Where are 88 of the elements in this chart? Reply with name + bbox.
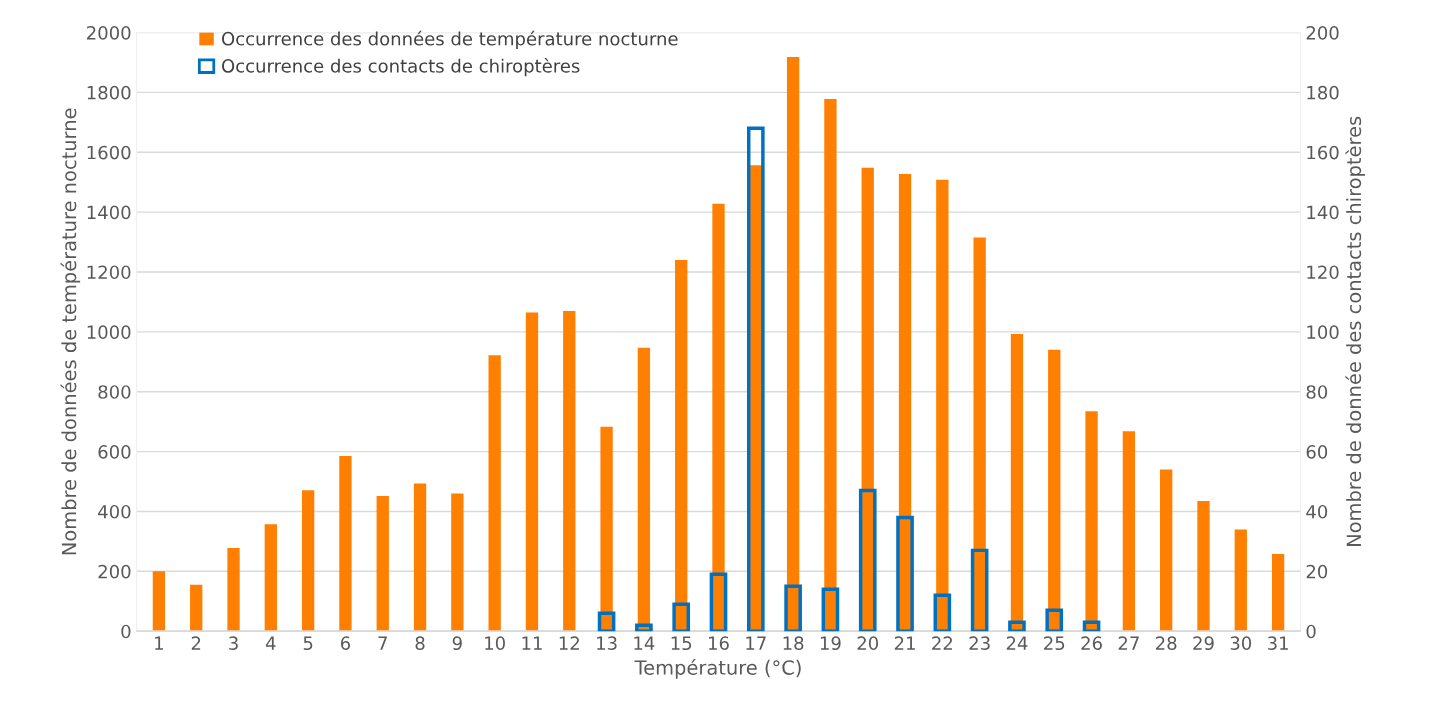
bar bbox=[413, 483, 427, 632]
bar bbox=[525, 312, 539, 632]
x-tick-label: 4 bbox=[265, 636, 276, 650]
y2-tick-label: 100 bbox=[1307, 325, 1339, 339]
x-tick-label: 20 bbox=[857, 636, 879, 651]
y2-tick-label: 200 bbox=[1306, 25, 1339, 40]
y-tick-label: 1200 bbox=[87, 265, 131, 280]
bar bbox=[1160, 469, 1173, 632]
x-tick-label: 2 bbox=[191, 636, 201, 650]
y2-tick-label: 0 bbox=[1306, 624, 1316, 639]
bar bbox=[227, 547, 240, 632]
y-tick-label: 0 bbox=[121, 624, 131, 639]
x-tick-label: 15 bbox=[671, 636, 692, 651]
bar bbox=[1122, 431, 1136, 632]
bar bbox=[973, 237, 986, 632]
bar bbox=[1197, 500, 1210, 632]
x-tick-label: 14 bbox=[634, 636, 655, 650]
y2-tick-label: 80 bbox=[1306, 385, 1328, 399]
y2-axis-title: Nombre de donnée des contacts chiroptères bbox=[1345, 116, 1365, 546]
bar bbox=[861, 167, 874, 632]
x-tick-label: 13 bbox=[597, 636, 617, 651]
bar bbox=[712, 203, 725, 632]
x-tick-label: 5 bbox=[303, 636, 313, 651]
y-tick-label: 1800 bbox=[87, 85, 131, 100]
y-axis-title: Nombre de données de température nocturne bbox=[60, 108, 81, 555]
x-tick-label: 16 bbox=[709, 636, 729, 651]
bar bbox=[264, 524, 277, 632]
y-tick-label: 800 bbox=[98, 385, 131, 399]
x-tick-label: 30 bbox=[1230, 636, 1252, 651]
x-tick-label: 21 bbox=[894, 636, 915, 650]
y-tick-label: 600 bbox=[98, 445, 131, 459]
bar bbox=[898, 174, 912, 632]
x-tick-label: 10 bbox=[485, 636, 505, 651]
x-tick-label: 8 bbox=[415, 636, 425, 651]
y2-tick-label: 140 bbox=[1307, 205, 1339, 220]
y2-tick-label: 20 bbox=[1306, 564, 1328, 579]
y2-tick-label: 120 bbox=[1307, 265, 1339, 280]
x-tick-label: 28 bbox=[1156, 636, 1177, 651]
x-tick-label: 1 bbox=[155, 636, 163, 650]
x-tick-label: 11 bbox=[522, 636, 542, 650]
x-tick-label: 18 bbox=[783, 636, 804, 651]
x-tick-label: 27 bbox=[1118, 636, 1139, 650]
x-tick-label: 3 bbox=[229, 636, 238, 651]
bar bbox=[1048, 349, 1061, 632]
bar bbox=[376, 495, 389, 632]
x-tick-label: 25 bbox=[1044, 636, 1065, 651]
y2-tick-label: 60 bbox=[1306, 445, 1328, 459]
bar bbox=[339, 456, 352, 632]
x-tick-label: 23 bbox=[969, 636, 990, 651]
y2-tick-label: 160 bbox=[1307, 145, 1339, 160]
bar bbox=[563, 310, 576, 632]
legend-label: Occurrence des contacts de chiroptères bbox=[222, 58, 580, 77]
legend-label: Occurrence des données de température nocturne bbox=[222, 30, 678, 50]
x-tick-label: 31 bbox=[1267, 636, 1288, 651]
bar bbox=[1234, 529, 1247, 632]
bar bbox=[786, 57, 800, 632]
bar bbox=[600, 426, 613, 632]
y-tick-label: 400 bbox=[98, 504, 131, 519]
bar bbox=[451, 493, 464, 632]
x-tick-label: 9 bbox=[452, 636, 462, 651]
bar bbox=[1085, 411, 1098, 632]
x-tick-label: 24 bbox=[1006, 636, 1028, 650]
bar bbox=[488, 355, 501, 632]
x-axis-title: Température (°C) bbox=[634, 659, 801, 679]
y-tick-label: 1600 bbox=[87, 145, 131, 160]
x-tick-label: 6 bbox=[340, 636, 351, 651]
bar bbox=[824, 98, 837, 632]
bar bbox=[1271, 553, 1285, 632]
bar bbox=[637, 347, 651, 632]
y-tick-label: 200 bbox=[98, 564, 131, 579]
x-tick-label: 12 bbox=[559, 636, 579, 650]
y-tick-label: 1400 bbox=[87, 205, 131, 220]
y2-tick-label: 180 bbox=[1307, 85, 1339, 100]
x-tick-label: 17 bbox=[746, 636, 766, 650]
bar bbox=[1010, 333, 1024, 632]
bar bbox=[936, 179, 949, 632]
y-tick-label: 1000 bbox=[87, 325, 131, 339]
x-tick-label: 7 bbox=[378, 636, 387, 650]
y-tick-label: 2000 bbox=[87, 25, 131, 40]
x-tick-label: 26 bbox=[1081, 636, 1102, 651]
y2-tick-label: 40 bbox=[1306, 504, 1328, 519]
bar bbox=[190, 584, 203, 632]
x-tick-label: 29 bbox=[1193, 636, 1214, 651]
x-tick-label: 22 bbox=[932, 636, 953, 650]
bar bbox=[301, 490, 315, 632]
x-tick-label: 19 bbox=[820, 636, 841, 651]
bar bbox=[152, 571, 166, 632]
bar bbox=[675, 260, 688, 632]
